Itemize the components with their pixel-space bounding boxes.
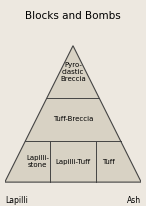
Text: Ash: Ash: [127, 196, 141, 205]
Text: Tuff: Tuff: [102, 159, 115, 165]
Text: Lapilli-
stone: Lapilli- stone: [26, 155, 49, 168]
Text: Lapilli-Tuff: Lapilli-Tuff: [55, 159, 91, 165]
Polygon shape: [5, 46, 141, 182]
Text: Blocks and Bombs: Blocks and Bombs: [25, 11, 121, 21]
Text: Tuff-Breccia: Tuff-Breccia: [53, 116, 93, 122]
Text: Pyro-
clastic
Breccia: Pyro- clastic Breccia: [60, 62, 86, 82]
Text: Lapilli: Lapilli: [5, 196, 28, 205]
